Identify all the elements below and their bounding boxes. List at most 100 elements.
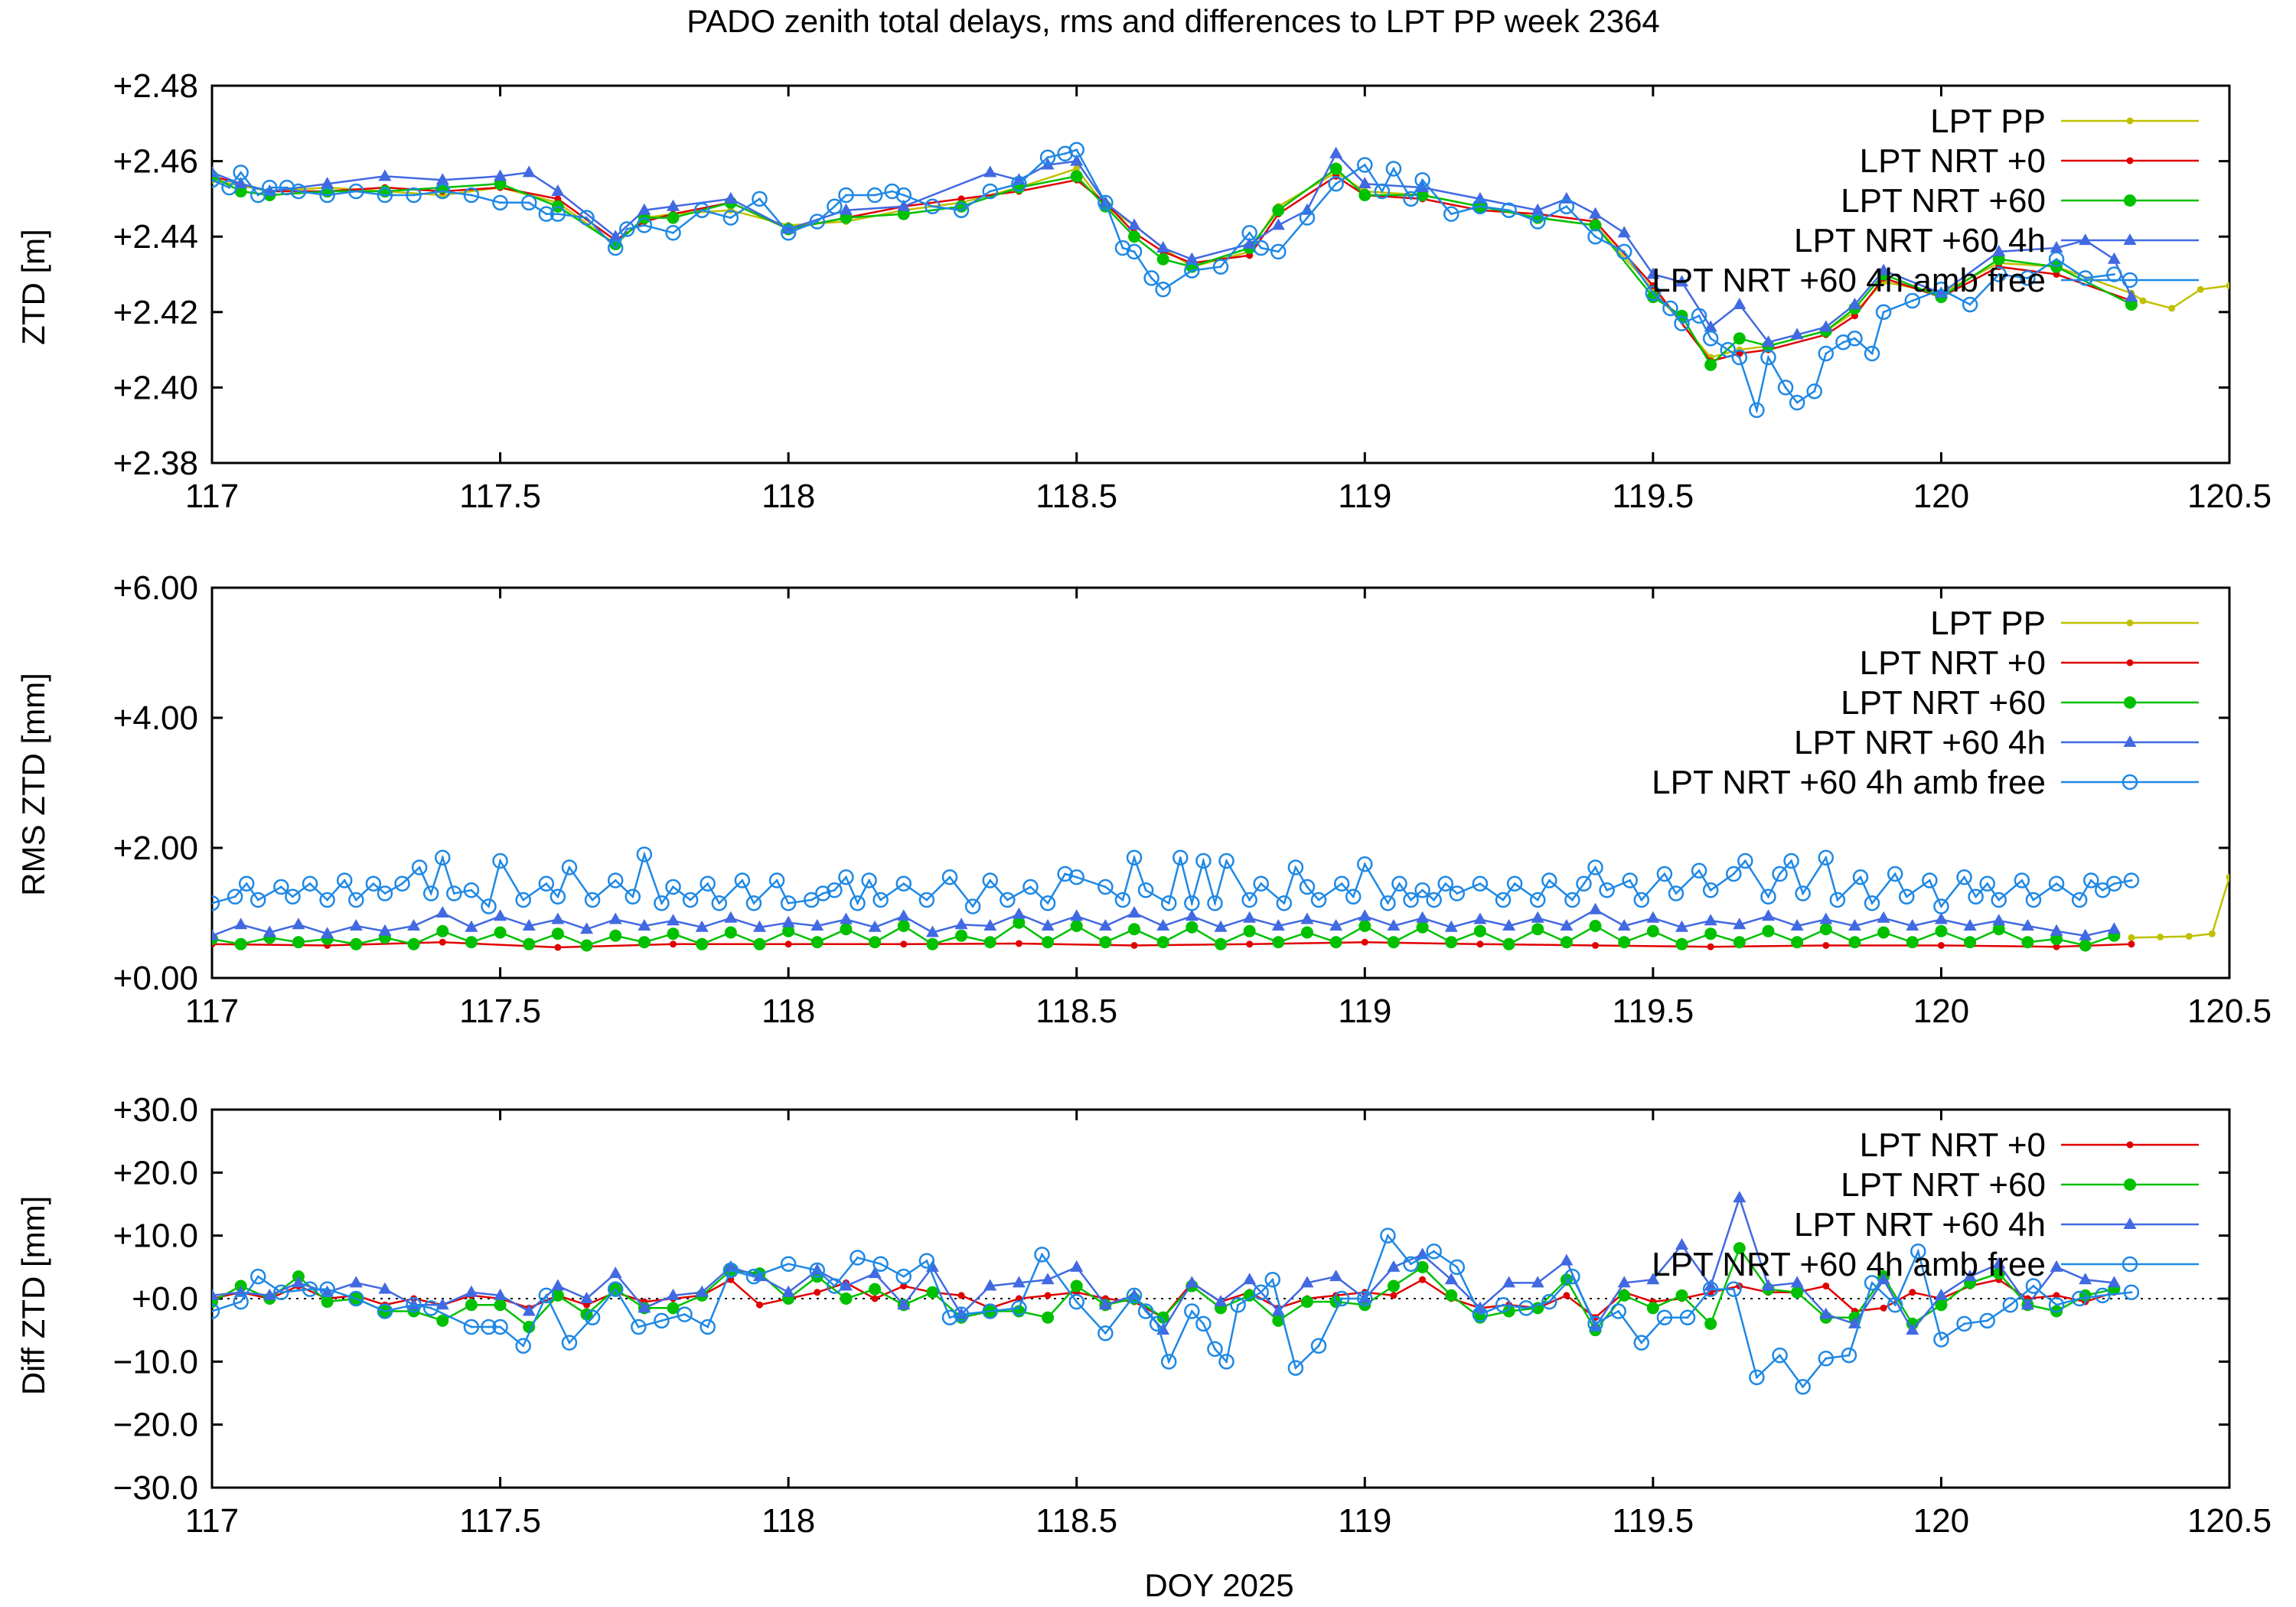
- rms-point-lpt-nrt-60-4h-amb-free: [1449, 885, 1466, 901]
- rms-x-tick-label: 117.5: [459, 993, 541, 1030]
- ztd-point-lpt-nrt-60-4h-amb-free: [1962, 296, 1978, 313]
- ztd-y-tick-label: +2.44: [113, 218, 198, 256]
- ztd-point-lpt-nrt-60-4h-amb-free: [1702, 331, 1719, 347]
- rms-panel: RMS ZTD [mm] 117 117.5 118 118.5 119 119.5 120…: [15, 569, 2272, 1030]
- rms-point-lpt-nrt-60-4h-amb-free: [1207, 895, 1223, 911]
- rms-point-lpt-nrt-60-4h-amb-free: [1310, 892, 1327, 908]
- rms-point-lpt-nrt-60-4h-amb-free: [1576, 875, 1592, 892]
- rms-point-lpt-nrt-60-4h-amb-free: [1410, 898, 1413, 901]
- diff-point-lpt-nrt-60-4h: [839, 1279, 853, 1291]
- rms-point-lpt-nrt-60-4h: [638, 919, 651, 931]
- ztd-point-lpt-nrt-60: [1589, 219, 1602, 232]
- rms-point-lpt-nrt-60-4h-amb-free: [1126, 849, 1143, 865]
- rms-point-lpt-nrt-60-4h: [1992, 914, 2006, 926]
- diff-point-lpt-nrt-60-4h-amb-free: [1294, 1367, 1297, 1370]
- rms-x-tick-label: 120.5: [2187, 993, 2272, 1030]
- ztd-point-lpt-nrt-60-4h-amb-free: [1904, 292, 1921, 309]
- rms-point-lpt-nrt-60-4h-amb-free: [1444, 882, 1447, 885]
- ztd-point-lpt-nrt-60-4h-amb-free: [250, 187, 266, 204]
- rms-point-lpt-nrt-60-4h-amb-free: [1998, 898, 2001, 901]
- diff-point-lpt-nrt-0: [1419, 1276, 1427, 1283]
- rms-x-tick-label: 119.5: [1612, 993, 1694, 1030]
- ztd-point-lpt-nrt-60-4h-amb-free: [1011, 175, 1027, 192]
- diff-point-lpt-nrt-60-4h-amb-free: [2055, 1303, 2058, 1306]
- ztd-point-lpt-nrt-60-4h-amb-free: [1328, 175, 1344, 192]
- diff-point-lpt-nrt-0: [1822, 1283, 1830, 1290]
- ztd-point-lpt-nrt-60-4h: [1531, 203, 1544, 215]
- diff-x-tick-label: 119.5: [1612, 1502, 1694, 1540]
- diff-point-lpt-nrt-60-4h-amb-free: [212, 1303, 220, 1319]
- rms-point-lpt-nrt-60-4h: [1675, 920, 1689, 932]
- diff-point-lpt-nrt-60-4h-amb-free: [1594, 1322, 1597, 1325]
- diff-point-lpt-nrt-60: [551, 1289, 564, 1302]
- rms-point-lpt-nrt-60: [609, 929, 622, 942]
- ztd-point-lpt-nrt-60-4h-amb-free: [827, 198, 843, 215]
- diff-point-lpt-nrt-60-4h: [1098, 1298, 1112, 1310]
- diff-point-lpt-nrt-60-4h: [1617, 1276, 1631, 1288]
- ztd-point-lpt-nrt-60-4h-amb-free: [672, 231, 675, 234]
- rms-legend-marker-lpt-nrt-60-4h: [2123, 735, 2137, 747]
- diff-point-lpt-nrt-60-4h-amb-free: [250, 1268, 266, 1285]
- rms-point-lpt-nrt-60: [1502, 937, 1515, 950]
- rms-point-lpt-nrt-60-4h-amb-free: [1357, 856, 1373, 872]
- ztd-point-lpt-nrt-60-4h-amb-free: [1652, 292, 1655, 295]
- rms-point-lpt-nrt-60: [1099, 936, 1112, 949]
- rms-point-lpt-nrt-60-4h-amb-free: [273, 878, 289, 895]
- ztd-point-lpt-nrt-60-4h-amb-free: [1357, 157, 1373, 173]
- rms-point-lpt-nrt-60-4h-amb-free: [401, 882, 404, 885]
- rms-point-lpt-nrt-60-4h-amb-free: [918, 892, 935, 908]
- rms-point-lpt-nrt-60-4h-amb-free: [1479, 882, 1482, 885]
- diff-point-lpt-nrt-60-4h-amb-free: [1041, 1253, 1044, 1256]
- diff-point-lpt-nrt-60-4h-amb-free: [902, 1275, 905, 1278]
- rms-point-lpt-nrt-60-4h-amb-free: [850, 895, 866, 911]
- rms-legend-marker-lpt-nrt-60: [2124, 696, 2136, 709]
- diff-point-lpt-nrt-60: [1675, 1289, 1688, 1302]
- ztd-plot-frame: [210, 84, 2231, 464]
- ztd-point-lpt-nrt-60-4h: [839, 203, 853, 215]
- rms-point-lpt-nrt-60: [1560, 936, 1573, 949]
- ztd-point-lpt-nrt-60: [1329, 162, 1342, 175]
- ztd-point-lpt-nrt-60-4h: [321, 177, 334, 189]
- rms-point-lpt-nrt-60-4h-amb-free: [2106, 875, 2122, 892]
- rms-point-lpt-nrt-60-4h-amb-free: [1160, 895, 1177, 911]
- ztd-point-lpt-nrt-60-4h-amb-free: [614, 246, 617, 249]
- diff-point-lpt-nrt-60-4h: [349, 1276, 363, 1288]
- rms-point-lpt-nrt-60-4h-amb-free: [1698, 869, 1701, 872]
- rms-point-lpt-nrt-60-4h: [983, 919, 997, 931]
- rms-point-lpt-nrt-60-4h-amb-free: [441, 856, 444, 859]
- ztd-point-lpt-nrt-60-4h-amb-free: [297, 190, 300, 193]
- diff-point-lpt-nrt-0: [727, 1276, 735, 1283]
- rms-point-lpt-nrt-60-4h-amb-free: [964, 898, 981, 914]
- rms-point-lpt-nrt-60-4h: [1185, 909, 1199, 921]
- ztd-point-lpt-nrt-60-4h-amb-free: [833, 205, 836, 208]
- diff-point-lpt-nrt-60-4h-amb-free: [1525, 1306, 1528, 1309]
- rms-point-lpt-nrt-60-4h-amb-free: [377, 885, 393, 901]
- rms-point-lpt-nrt-60-4h-amb-free: [499, 859, 502, 862]
- diff-point-lpt-nrt-60-4h: [638, 1301, 651, 1313]
- ztd-point-lpt-nrt-60-4h-amb-free: [1248, 231, 1251, 234]
- ztd-point-lpt-nrt-60-4h-amb-free: [816, 220, 819, 223]
- rms-point-lpt-nrt-60-4h-amb-free: [804, 892, 820, 908]
- rms-point-lpt-nrt-60-4h-amb-free: [515, 892, 531, 908]
- diff-point-lpt-nrt-60-4h-amb-free: [1133, 1294, 1136, 1297]
- diff-point-lpt-nrt-60-4h-amb-free: [377, 1303, 393, 1319]
- diff-point-lpt-nrt-60-4h-amb-free: [1260, 1291, 1263, 1294]
- diff-point-lpt-nrt-60-4h: [494, 1288, 507, 1300]
- diff-point-lpt-nrt-60-4h-amb-free: [591, 1316, 594, 1319]
- diff-point-lpt-nrt-60-4h-amb-free: [982, 1303, 998, 1319]
- diff-point-lpt-nrt-60-4h-amb-free: [1679, 1309, 1696, 1325]
- ztd-point-lpt-nrt-60: [1272, 204, 1285, 217]
- rms-legend-marker-lpt-nrt-60-4h-amb-free: [2122, 774, 2138, 790]
- rms-y-axis-label: RMS ZTD [mm]: [15, 673, 51, 896]
- ztd-y-axis-label: ZTD [m]: [15, 229, 51, 345]
- diff-point-lpt-nrt-60-4h-amb-free: [1518, 1300, 1534, 1316]
- rms-point-lpt-nrt-60: [234, 937, 247, 950]
- ztd-point-lpt-nrt-60: [1156, 253, 1169, 266]
- diff-point-lpt-nrt-60-4h: [1646, 1273, 1660, 1285]
- rms-point-lpt-nrt-60: [292, 936, 305, 949]
- diff-point-lpt-nrt-60-4h-amb-free: [240, 1300, 243, 1303]
- diff-point-lpt-nrt-60-4h-amb-free: [1195, 1315, 1212, 1332]
- rms-point-lpt-nrt-60-4h-amb-free: [1046, 901, 1049, 905]
- rms-point-lpt-nrt-60-4h-amb-free: [394, 875, 410, 892]
